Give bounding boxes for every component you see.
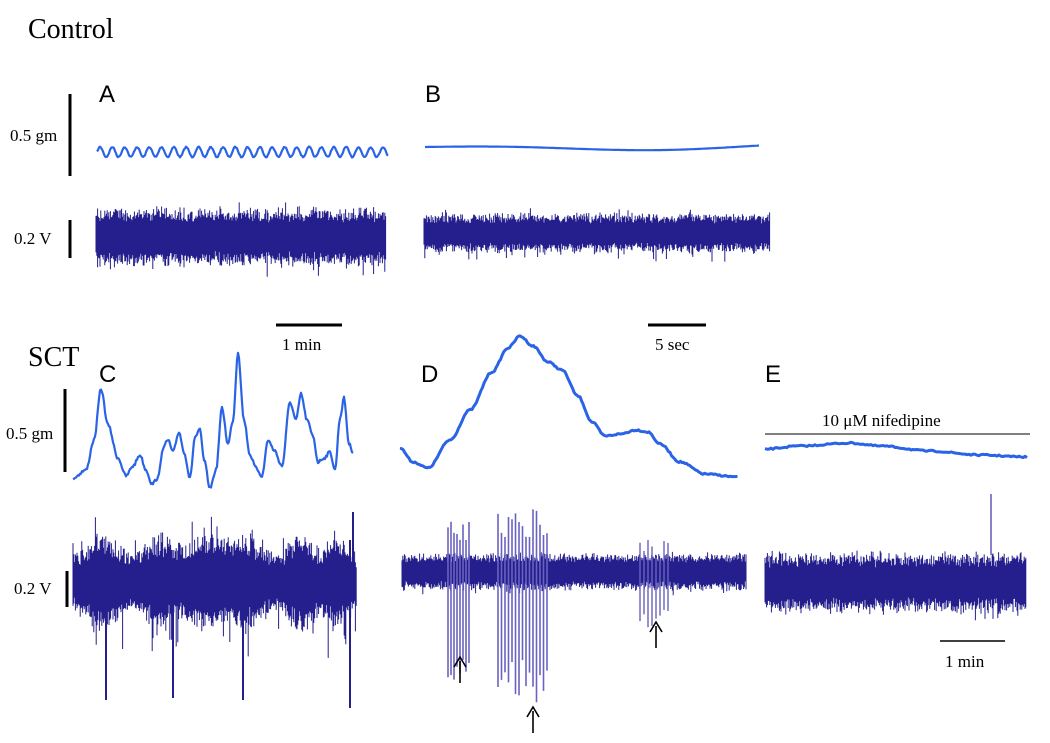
time-scale-label-1min: 1 min — [282, 335, 322, 354]
force-trace-d — [399, 334, 738, 479]
emg-signal — [72, 516, 357, 658]
time-scale-label-1min-e: 1 min — [945, 652, 985, 671]
emg-trace-d — [401, 509, 747, 703]
emg-trace-e — [764, 494, 1027, 621]
control-heading: Control — [28, 14, 114, 45]
voltage-scale-label-control: 0.2 V — [14, 229, 52, 248]
panel-label-a: A — [99, 81, 115, 108]
burst-arrow-3 — [649, 620, 663, 648]
force-trace-b — [425, 144, 760, 152]
force-trace-c — [72, 351, 354, 489]
force-trace-a — [96, 145, 389, 159]
panel-label-c: C — [99, 361, 116, 388]
burst-arrow-1 — [453, 655, 467, 683]
burst-arrow-2 — [526, 705, 540, 733]
emg-trace-a — [95, 202, 387, 277]
force-scale-label-sct: 0.5 gm — [6, 424, 53, 443]
force-trace-e — [764, 440, 1028, 460]
panel-label-e: E — [765, 361, 781, 388]
sct-heading: SCT — [28, 342, 79, 373]
emg-trace-b — [423, 208, 771, 262]
emg-signal — [423, 208, 771, 262]
panel-label-b: B — [425, 81, 441, 108]
nifedipine-label: 10 μM nifedipine — [822, 411, 941, 430]
time-scale-label-5sec: 5 sec — [655, 335, 690, 354]
emg-signal — [401, 551, 747, 596]
emg-signal — [95, 202, 387, 277]
force-scale-label-control: 0.5 gm — [10, 126, 57, 145]
emg-signal — [764, 550, 1027, 621]
emg-trace-c — [72, 512, 357, 708]
voltage-scale-label-sct: 0.2 V — [14, 579, 52, 598]
panel-label-d: D — [421, 361, 438, 388]
